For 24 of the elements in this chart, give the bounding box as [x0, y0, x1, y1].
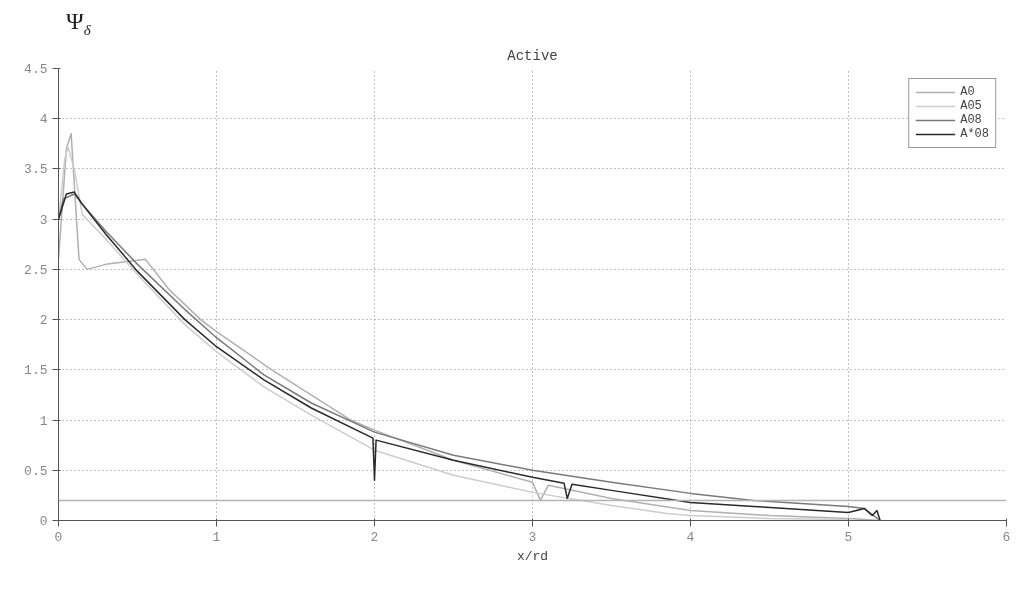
x-axis-title: x/rd: [516, 548, 549, 564]
y-axis-title: Ψ$_{δ}$: [66, 7, 91, 40]
y-tick-label: 1.5: [24, 363, 48, 379]
y-tick-label: 2: [39, 313, 48, 329]
legend-label: A08: [960, 113, 982, 127]
x-tick-label: 2: [370, 529, 379, 545]
legend-label: A0: [960, 85, 976, 99]
legend-label: A*08: [960, 127, 989, 141]
chart-title: Active: [507, 47, 558, 64]
x-tick-label: 3: [528, 529, 537, 545]
y-tick-label: 2.5: [24, 262, 48, 278]
legend-label: A05: [960, 99, 982, 113]
x-tick-label: 1: [212, 529, 221, 545]
x-tick-label: 6: [1002, 529, 1011, 545]
x-tick-label: 5: [844, 529, 853, 545]
y-tick-label: 1: [39, 413, 48, 429]
y-tick-label: 4: [39, 112, 48, 128]
y-tick-label: 0: [39, 514, 48, 529]
y-tick-label: 0.5: [24, 463, 48, 479]
x-tick-label: 4: [686, 529, 695, 545]
y-tick-label: 4.5: [24, 62, 48, 77]
x-tick-label: 0: [54, 529, 63, 545]
y-tick-label: 3: [39, 212, 48, 228]
y-tick-label: 3.5: [24, 162, 48, 178]
